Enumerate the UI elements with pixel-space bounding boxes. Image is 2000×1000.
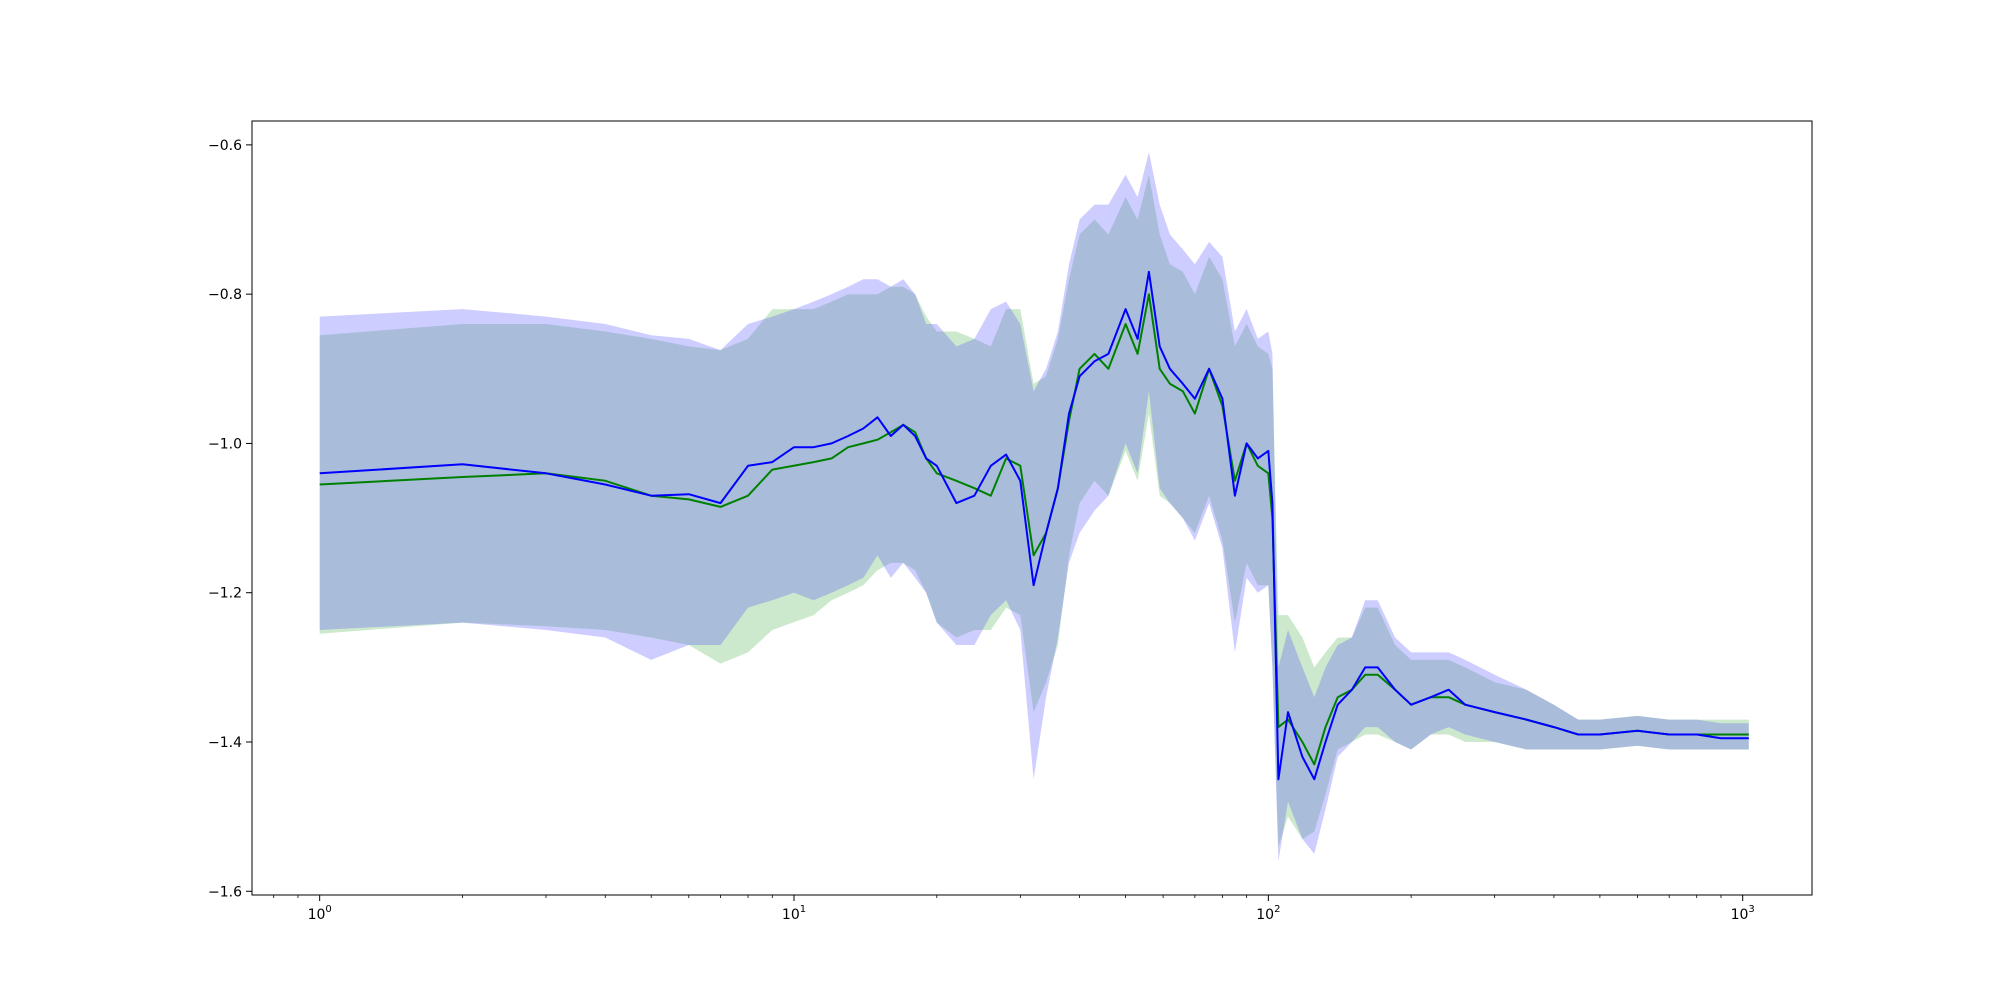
- y-tick-label: −1.6: [208, 884, 242, 900]
- axes: −0.6 −0.8 −1.0 −1.2 −1.4 −1.6 100 101 102 103: [208, 120, 1813, 923]
- series-2-line: [319, 270, 1749, 781]
- y-tick-label: −1.0: [208, 436, 242, 452]
- x-tick-label: 100: [308, 904, 332, 923]
- y-tick-label: −1.2: [208, 586, 242, 602]
- y-tick-label: −1.4: [208, 735, 242, 751]
- x-tick-label: 101: [782, 904, 806, 923]
- plot-area: [319, 152, 1749, 862]
- series-1-confidence-band: [319, 174, 1749, 847]
- x-tick-label: 102: [1256, 904, 1280, 923]
- plot-frame: [251, 120, 1813, 896]
- series-1-line: [319, 293, 1749, 766]
- y-tick-label: −0.8: [208, 287, 242, 303]
- x-tick-label: 103: [1731, 904, 1755, 923]
- y-tick-label: −0.6: [208, 138, 242, 154]
